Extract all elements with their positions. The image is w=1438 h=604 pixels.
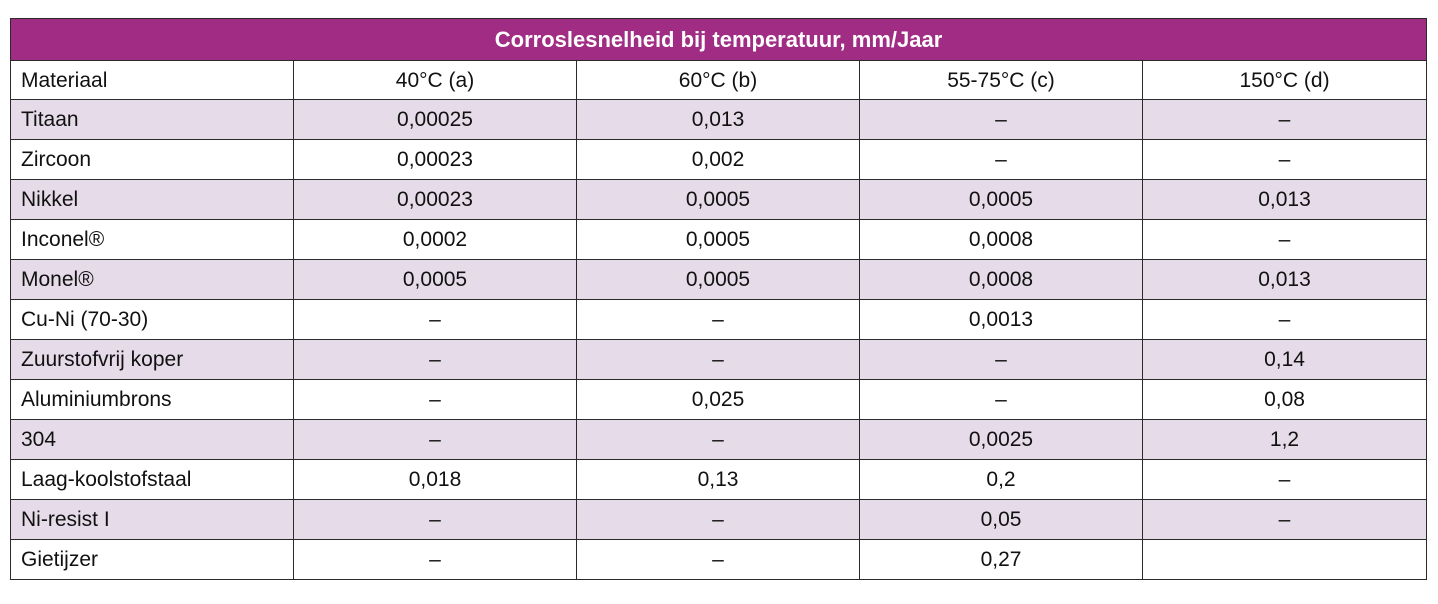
cell-60c: 0,0005 [576,179,860,220]
cell-material: 304 [10,419,294,460]
cell-40c: 0,0002 [293,219,577,260]
cell-55-75c: – [859,379,1143,420]
cell-150c: – [1141,99,1428,140]
cell-60c: 0,0005 [576,219,860,260]
cell-150c: – [1141,299,1428,340]
cell-material: Laag-koolstofstaal [10,459,294,500]
table-body: Titaan 0,00025 0,013– – Zircoon 0,00023 0,002–… [10,99,1428,580]
cell-material: Titaan [10,99,294,140]
cell-material: Inconel® [10,219,294,260]
column-header-40c: 40°C (a) [293,60,577,100]
table-row: Zircoon 0,00023 0,002– – [10,139,1428,180]
cell-60c: – [576,419,860,460]
cell-150c: 0,08 [1141,379,1428,420]
cell-40c: – [293,299,577,340]
cell-55-75c: 0,0013 [859,299,1143,340]
table-row: Inconel® 0,0002 0,0005 0,0008– [10,219,1428,260]
cell-150c: 0,14 [1141,339,1428,380]
table-header-row: Materiaal 40°C (a) 60°C (b) 55-75°C (c) … [10,60,1428,100]
cell-40c: 0,00025 [293,99,577,140]
corrosion-table-container: Corroslesnelheid bij temperatuur, mm/Jaa… [9,18,1428,580]
table-row: Aluminiumbrons –0,025–0,08 [10,379,1428,420]
cell-material: Aluminiumbrons [10,379,294,420]
cell-40c: 0,00023 [293,179,577,220]
cell-55-75c: 0,0005 [859,179,1143,220]
cell-40c: – [293,539,577,580]
cell-material: Zircoon [10,139,294,180]
cell-150c: – [1141,219,1428,260]
cell-material: Gietijzer [10,539,294,580]
table-title-row: Corroslesnelheid bij temperatuur, mm/Jaa… [9,18,1428,61]
cell-55-75c: 0,0008 [859,219,1143,260]
cell-40c: 0,018 [293,459,577,500]
corrosion-rate-table: Corroslesnelheid bij temperatuur, mm/Jaa… [9,18,1428,580]
table-row: Cu-Ni (70-30) – –0,0013– [10,299,1428,340]
cell-40c: 0,0005 [293,259,577,300]
cell-60c: 0,13 [576,459,860,500]
table-row: Ni-resist I – –0,05– [10,499,1428,540]
table-title: Corroslesnelheid bij temperatuur, mm/Jaa… [9,18,1428,61]
cell-60c: 0,013 [576,99,860,140]
column-header-material: Materiaal [10,60,294,100]
cell-40c: – [293,379,577,420]
cell-material: Monel® [10,259,294,300]
cell-55-75c: – [859,339,1143,380]
cell-150c: – [1141,459,1428,500]
cell-150c: 0,013 [1141,259,1428,300]
cell-40c: – [293,339,577,380]
cell-55-75c: – [859,139,1143,180]
cell-40c: – [293,499,577,540]
table-row: Gietijzer – –0,27 [10,539,1428,580]
cell-60c: – [576,499,860,540]
cell-150c: 1,2 [1141,419,1428,460]
cell-material: Zuurstofvrij koper [10,339,294,380]
cell-material: Ni-resist I [10,499,294,540]
column-header-150c: 150°C (d) [1141,60,1428,100]
cell-150c [1141,539,1428,580]
cell-55-75c: – [859,99,1143,140]
cell-60c: – [576,299,860,340]
cell-40c: – [293,419,577,460]
cell-55-75c: 0,0008 [859,259,1143,300]
cell-150c: – [1141,499,1428,540]
cell-60c: 0,025 [576,379,860,420]
cell-55-75c: 0,0025 [859,419,1143,460]
cell-material: Nikkel [10,179,294,220]
cell-55-75c: 0,27 [859,539,1143,580]
table-row: 304– –0,0025 1,2 [10,419,1428,460]
cell-150c: 0,013 [1141,179,1428,220]
cell-55-75c: 0,05 [859,499,1143,540]
table-row: Nikkel 0,00023 0,0005 0,0005 0,013 [10,179,1428,220]
table-row: Zuurstofvrij koper – – –0,14 [10,339,1428,380]
cell-material: Cu-Ni (70-30) [10,299,294,340]
column-header-55-75c: 55-75°C (c) [859,60,1143,100]
cell-40c: 0,00023 [293,139,577,180]
cell-60c: 0,0005 [576,259,860,300]
cell-55-75c: 0,2 [859,459,1143,500]
table-row: Monel® 0,0005 0,0005 0,0008 0,013 [10,259,1428,300]
table-row: Laag-koolstofstaal 0,018 0,13 0,2– [10,459,1428,500]
cell-150c: – [1141,139,1428,180]
column-header-60c: 60°C (b) [576,60,860,100]
table-row: Titaan 0,00025 0,013– – [10,99,1428,140]
cell-60c: – [576,539,860,580]
cell-60c: 0,002 [576,139,860,180]
cell-60c: – [576,339,860,380]
